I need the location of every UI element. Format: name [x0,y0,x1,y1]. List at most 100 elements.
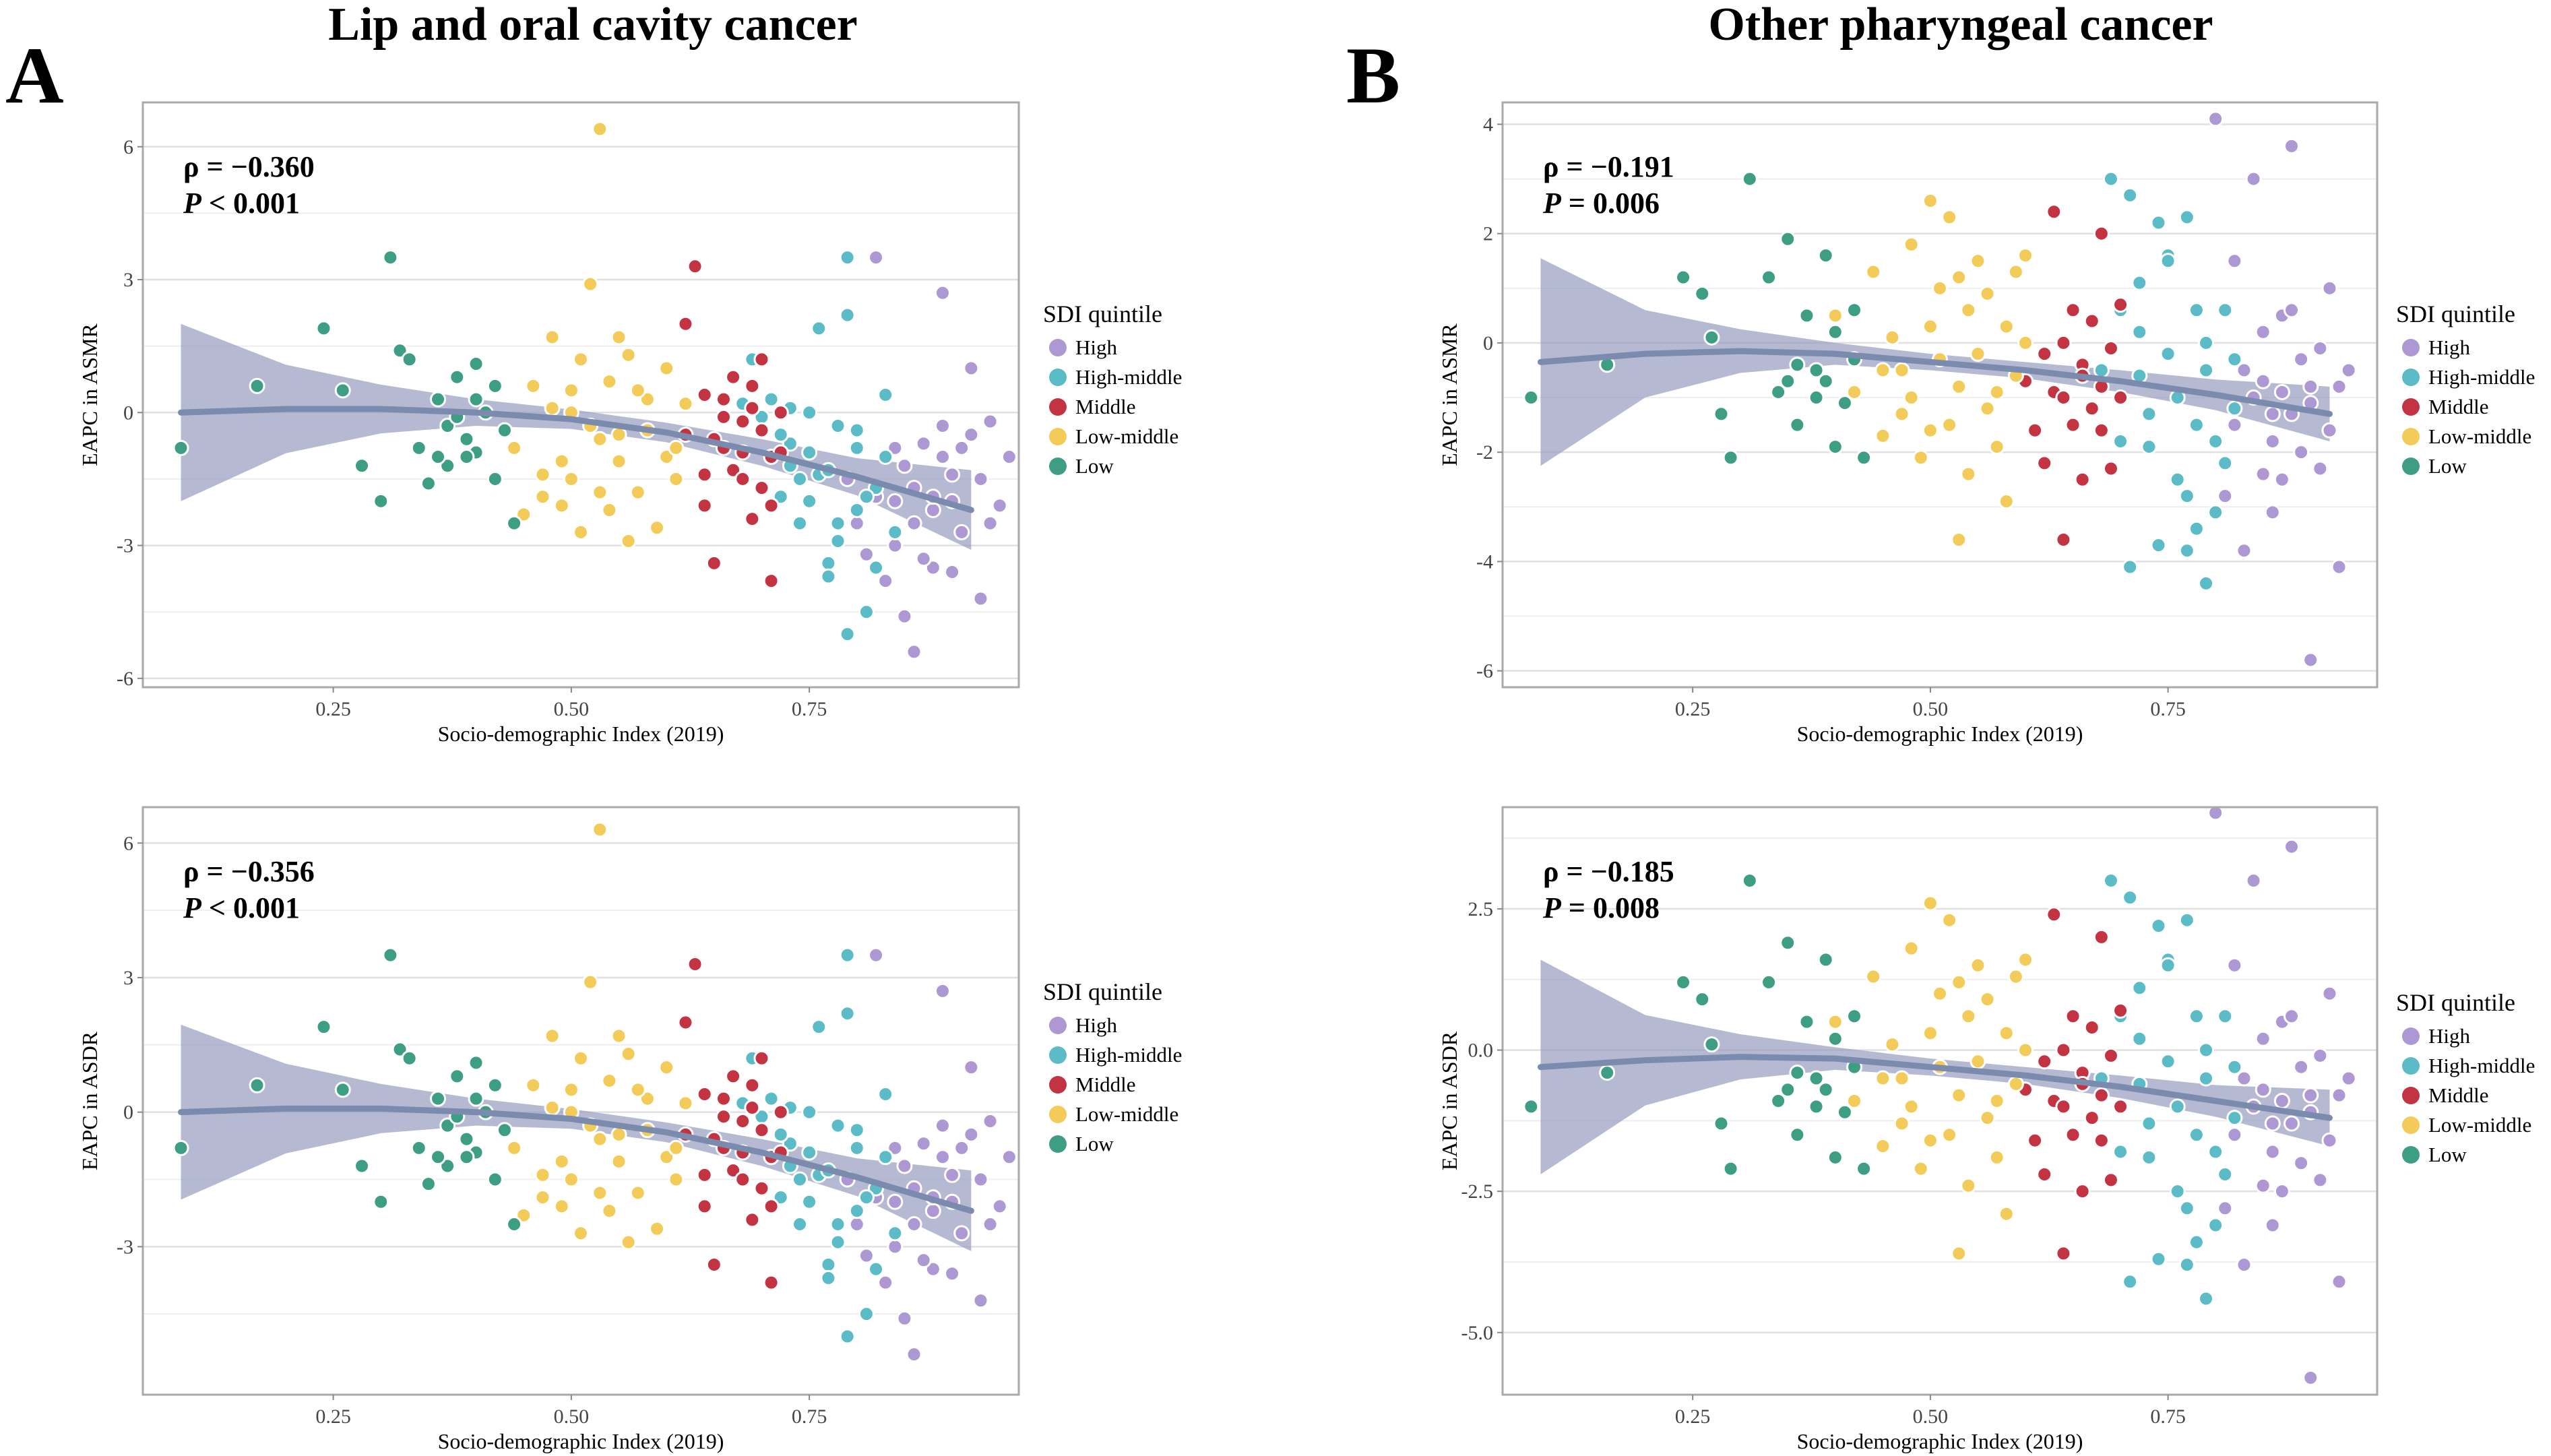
legend-label-high-middle: High-middle [2428,1054,2535,1077]
point-low [1798,1013,1815,1030]
point-high-middle [2178,912,2195,928]
legend-label-high: High [1075,336,1118,359]
point-low [1817,373,1834,389]
point-low [1713,1115,1730,1132]
point-middle [2112,296,2129,313]
point-high [896,457,913,474]
legend-label-low-middle: Low-middle [2428,1113,2531,1137]
loess-curve [178,1105,974,1214]
point-low-middle [544,400,561,416]
point-low-middle [1979,400,1996,417]
point-high [972,470,989,487]
point-low-middle [1988,439,2005,455]
point-low [1827,1030,1844,1047]
x-tick-label: 0.25 [315,698,351,720]
point-low [1599,1065,1616,1081]
point-high-middle [2226,400,2243,417]
point-low [1817,247,1834,264]
point-high-middle [792,1171,808,1188]
point-high [2331,1273,2348,1290]
legend-label-low: Low [2428,454,2467,478]
point-low [486,470,503,487]
point-high [972,1171,989,1188]
loess-curve [178,406,974,513]
point-high [934,418,951,435]
point-high-middle [877,387,894,403]
point-high-middle [801,1193,818,1210]
point-low [1703,329,1720,346]
point-high-middle [763,391,780,408]
point-high [2312,1047,2329,1064]
point-low [458,1149,475,1166]
point-middle [2055,531,2072,548]
point-high-middle [839,626,856,643]
point-high [982,413,999,430]
point-middle [2036,455,2053,472]
y-tick-label: -3 [117,1236,133,1258]
point-low-middle [582,974,599,990]
point-high [2331,378,2348,395]
point-middle [2083,1019,2100,1036]
y-tick-label: -6 [1476,660,1493,683]
point-low [1780,1081,1796,1098]
point-middle [763,573,780,590]
legend-swatch-high [1049,1017,1067,1034]
x-tick-label: 0.75 [792,698,827,720]
point-high-middle [2178,542,2195,559]
y-tick-label: 3 [123,967,133,989]
point-high-middle [2217,1166,2234,1182]
point-low [496,422,513,439]
point-low-middle [1998,318,2015,335]
point-low [1741,873,1758,889]
y-axis-label: EAPC in ASMR [77,323,102,466]
point-middle [734,470,751,487]
y-tick-label: 6 [123,136,133,158]
point-high [2207,804,2224,821]
legend-swatch-high-middle [1049,1046,1067,1064]
x-tick-label: 0.25 [1675,1405,1711,1428]
point-high-middle [2141,1115,2158,1132]
point-middle [2112,1002,2129,1019]
point-middle [2065,416,2081,433]
x-tick-label: 0.25 [1675,698,1711,720]
point-high [2340,1070,2357,1087]
point-low [1827,323,1844,340]
point-high [877,573,894,590]
point-high-middle [2178,209,2195,226]
point-high [848,515,865,532]
point-high [2331,559,2348,575]
point-low [249,377,265,394]
point-low [1789,416,1806,433]
point-high-middle [2169,1098,2186,1115]
point-high-middle [2150,214,2167,231]
point-high [915,1252,932,1269]
point-low-middle [668,1171,685,1188]
legend-swatch-middle [1049,398,1067,416]
point-low-middle [649,519,666,536]
point-high [2321,422,2338,439]
point-high [2255,1030,2271,1047]
point-high-middle [820,555,837,571]
point-high-middle [839,249,856,266]
point-low-middle [1922,1025,1939,1042]
x-tick-label: 0.50 [1913,698,1949,720]
point-middle [744,400,761,416]
point-low [354,1158,370,1174]
x-tick-label: 0.75 [2150,1405,2186,1428]
point-high [858,546,875,563]
point-low-middle [1979,285,1996,302]
point-low-middle [1827,307,1844,324]
legend-swatch-high-middle [2402,1057,2420,1075]
point-low-middle [1922,422,1939,439]
point-low-middle [1846,383,1863,400]
point-low-middle [1884,1036,1901,1053]
legend-swatch-high-middle [1049,369,1067,386]
point-high [934,982,951,999]
point-middle [715,391,732,408]
point-high-middle [772,1126,789,1143]
legend-swatch-high [1049,339,1067,356]
point-low [1808,362,1825,379]
plot-border [141,806,1020,1396]
point-low-middle [525,1077,542,1094]
